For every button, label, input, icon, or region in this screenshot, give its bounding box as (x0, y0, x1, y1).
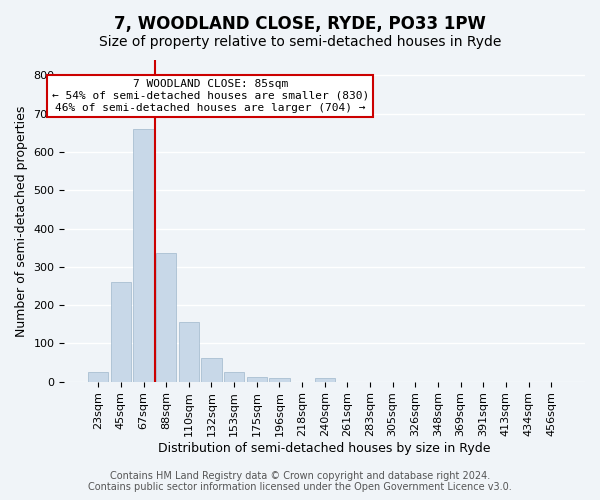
Y-axis label: Number of semi-detached properties: Number of semi-detached properties (15, 105, 28, 336)
Bar (156, 254, 176, 382)
Bar (179, 322, 199, 382)
Bar (133, 129, 154, 382)
Bar (88, 372, 109, 382)
Bar (314, 378, 335, 382)
Bar (269, 378, 290, 382)
Text: Contains HM Land Registry data © Crown copyright and database right 2024.
Contai: Contains HM Land Registry data © Crown c… (88, 471, 512, 492)
Bar (224, 372, 244, 382)
Bar (201, 358, 221, 382)
Text: Size of property relative to semi-detached houses in Ryde: Size of property relative to semi-detach… (99, 35, 501, 49)
Bar (111, 282, 131, 382)
Bar (247, 376, 267, 382)
X-axis label: Distribution of semi-detached houses by size in Ryde: Distribution of semi-detached houses by … (158, 442, 491, 455)
Text: 7 WOODLAND CLOSE: 85sqm
← 54% of semi-detached houses are smaller (830)
46% of s: 7 WOODLAND CLOSE: 85sqm ← 54% of semi-de… (52, 80, 369, 112)
Text: 7, WOODLAND CLOSE, RYDE, PO33 1PW: 7, WOODLAND CLOSE, RYDE, PO33 1PW (114, 15, 486, 33)
